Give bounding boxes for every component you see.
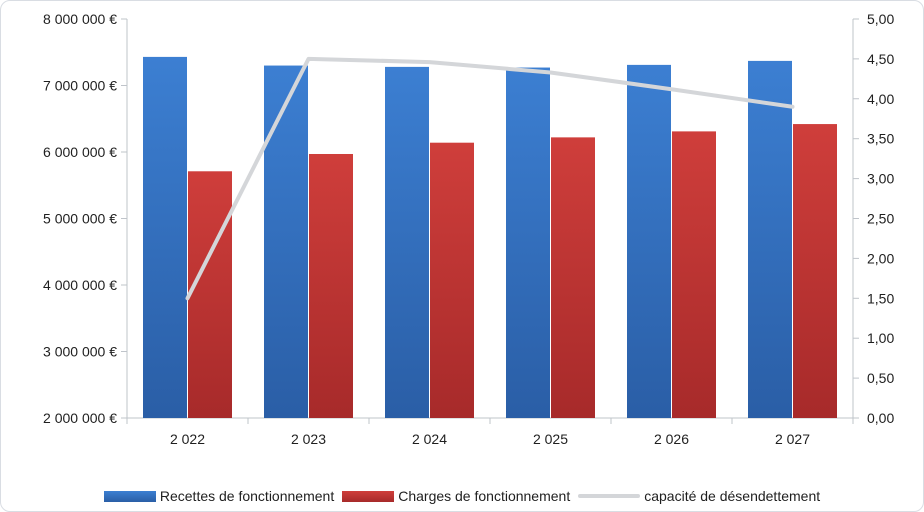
bar-recettes <box>748 60 792 419</box>
legend: Recettes de fonctionnement Charges de fo… <box>1 488 923 504</box>
legend-item-capacite: capacité de désendettement <box>578 488 820 504</box>
y-left-tick-label: 3 000 000 € <box>43 344 117 360</box>
legend-swatch-charges <box>342 490 395 502</box>
legend-item-charges: Charges de fonctionnement <box>342 488 570 504</box>
bar-recettes <box>506 67 550 419</box>
y-right-tick-label: 5,00 <box>867 11 894 27</box>
bar-charges <box>551 137 595 418</box>
y-right-tick-label: 3,00 <box>867 171 894 187</box>
bar-charges <box>793 124 837 418</box>
combo-chart: 2 000 000 € 3 000 000 € 4 000 000 € 5 000 0… <box>43 11 894 447</box>
x-tick-label: 2 026 <box>654 431 689 447</box>
legend-swatch-capacite <box>578 494 641 498</box>
x-tick-label: 2 024 <box>412 431 447 447</box>
y-left-tick-label: 6 000 000 € <box>43 144 117 160</box>
y-right-tick-label: 2,00 <box>867 250 894 266</box>
x-tick-label: 2 025 <box>533 431 568 447</box>
y-left-tick-label: 4 000 000 € <box>43 277 117 293</box>
bar-charges <box>672 131 716 418</box>
bar-recettes <box>143 56 187 418</box>
legend-item-recettes: Recettes de fonctionnement <box>103 488 335 504</box>
legend-swatch-recettes <box>103 490 156 502</box>
y-right-tick-label: 4,00 <box>867 91 894 107</box>
legend-label-capacite: capacité de désendettement <box>644 488 821 504</box>
y-right-tick-label: 2,50 <box>867 211 894 227</box>
legend-label-recettes: Recettes de fonctionnement <box>159 488 335 504</box>
y-right-tick-label: 0,50 <box>867 370 894 386</box>
y-right-tick-label: 4,50 <box>867 51 894 67</box>
x-tick-label: 2 023 <box>291 431 326 447</box>
bar-recettes <box>264 65 308 419</box>
bar-recettes <box>385 66 429 418</box>
y-left-tick-label: 8 000 000 € <box>43 11 117 27</box>
y-right-tick-label: 1,00 <box>867 330 894 346</box>
bar-recettes <box>627 64 671 418</box>
line-capacite-desendettement <box>185 56 795 301</box>
y-right-tick-label: 1,50 <box>867 290 894 306</box>
bar-charges <box>309 153 353 418</box>
legend-label-charges: Charges de fonctionnement <box>398 488 571 504</box>
y-left-tick-label: 7 000 000 € <box>43 78 117 94</box>
bar-charges <box>188 171 232 418</box>
y-right-tick-label: 3,50 <box>867 131 894 147</box>
bar-charges <box>430 142 474 418</box>
y-right-tick-label: 0,00 <box>867 410 894 426</box>
y-left-tick-label: 2 000 000 € <box>43 410 117 426</box>
x-tick-label: 2 027 <box>775 431 810 447</box>
y-left-tick-label: 5 000 000 € <box>43 211 117 227</box>
x-tick-label: 2 022 <box>170 431 205 447</box>
